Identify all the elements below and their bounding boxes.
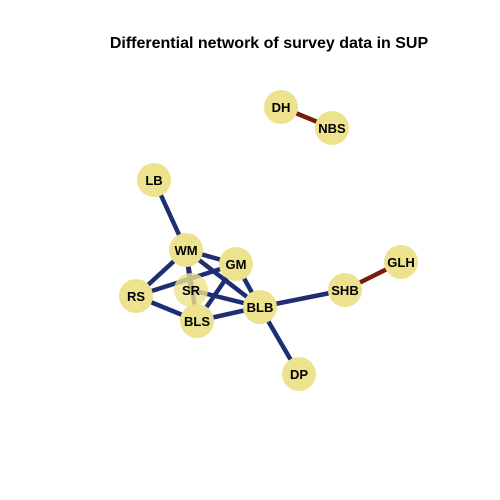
node-label: LB <box>145 173 162 188</box>
node-circle <box>243 290 277 324</box>
node-layer: DH NBS LB WM GM SR RS BLS BLB SHB GLH DP <box>119 90 418 391</box>
diagram-title: Differential network of survey data in S… <box>110 35 429 52</box>
node-wm: WM <box>169 233 203 267</box>
node-circle <box>137 163 171 197</box>
node-label: SR <box>182 283 201 298</box>
node-circle <box>384 245 418 279</box>
node-circle <box>219 247 253 281</box>
node-label: BLB <box>247 300 274 315</box>
node-label: WM <box>174 243 197 258</box>
node-shb: SHB <box>328 273 362 307</box>
node-circle <box>174 273 208 307</box>
node-circle <box>328 273 362 307</box>
node-dh: DH <box>264 90 298 124</box>
node-label: GLH <box>387 255 414 270</box>
node-blb: BLB <box>243 290 277 324</box>
node-circle <box>282 357 316 391</box>
node-circle <box>180 304 214 338</box>
node-dp: DP <box>282 357 316 391</box>
node-label: DP <box>290 367 308 382</box>
node-gm: GM <box>219 247 253 281</box>
node-circle <box>264 90 298 124</box>
node-circle <box>169 233 203 267</box>
node-label: GM <box>226 257 247 272</box>
node-label: DH <box>272 100 291 115</box>
node-lb: LB <box>137 163 171 197</box>
node-label: SHB <box>331 283 358 298</box>
node-nbs: NBS <box>315 111 349 145</box>
node-glh: GLH <box>384 245 418 279</box>
node-sr: SR <box>174 273 208 307</box>
node-circle <box>315 111 349 145</box>
node-rs: RS <box>119 279 153 313</box>
node-label: NBS <box>318 121 346 136</box>
node-bls: BLS <box>180 304 214 338</box>
node-label: RS <box>127 289 145 304</box>
node-label: BLS <box>184 314 210 329</box>
node-circle <box>119 279 153 313</box>
